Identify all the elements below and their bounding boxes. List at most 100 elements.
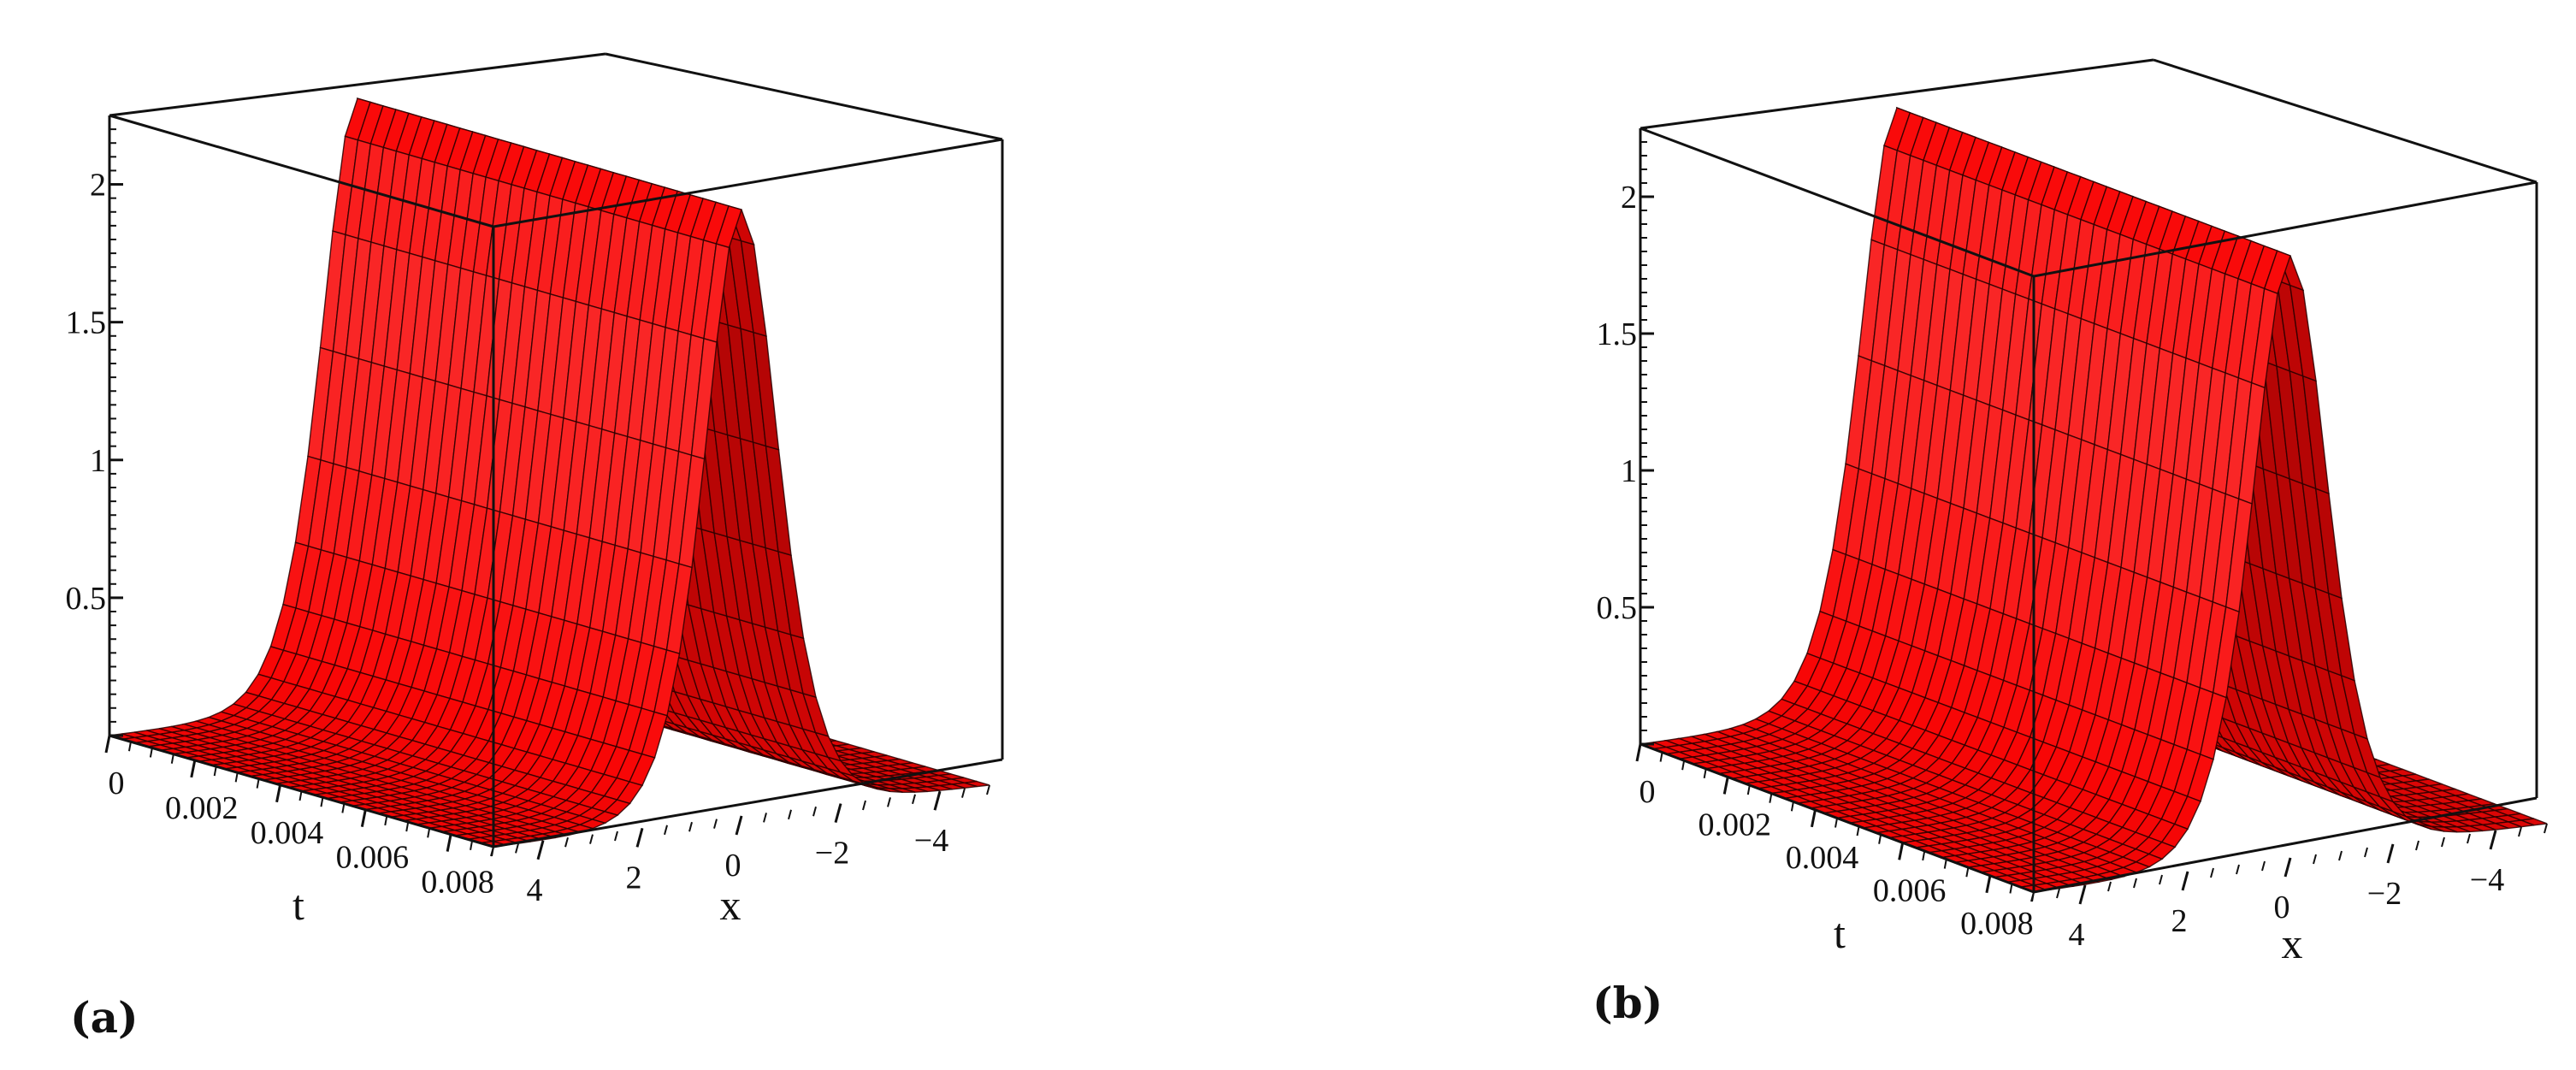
surface-plot-a: 4 2 0 −2 −4 0 0.002 0.004 0.006 0.008 0.5 1 1.5 2 x… xyxy=(66,52,1004,1043)
x-minor-tick xyxy=(2236,864,2240,875)
x-minor-tick xyxy=(664,825,668,836)
panel-label-b: (b) xyxy=(1592,978,1663,1028)
t-minor-tick xyxy=(277,784,281,795)
t-axis-label-b: t xyxy=(1834,909,1846,957)
x-minor-tick xyxy=(589,834,594,844)
box-edge xyxy=(2033,796,2538,894)
t-tick-label: 0.006 xyxy=(336,840,410,876)
t-minor-tick xyxy=(363,809,367,819)
x-minor-tick xyxy=(2159,874,2163,885)
x-minor-tick xyxy=(639,828,643,838)
box-edge xyxy=(493,138,1003,228)
x-minor-tick xyxy=(837,803,842,813)
t-minor-tick xyxy=(1856,825,1860,836)
t-minor-tick xyxy=(1943,859,1947,869)
x-minor-tick xyxy=(812,806,817,817)
t-minor-tick xyxy=(1987,875,1991,885)
x-tick-label: −4 xyxy=(2470,862,2504,898)
t-tick-label: 0.008 xyxy=(1960,906,2034,942)
t-minor-tick xyxy=(1835,818,1838,828)
t-tick-label: 0 xyxy=(109,766,125,801)
t-minor-tick xyxy=(470,840,474,850)
t-tick-label: 0.006 xyxy=(1873,872,1947,908)
x-minor-tick xyxy=(2492,830,2496,841)
x-minor-tick xyxy=(2082,884,2086,896)
x-minor-tick xyxy=(912,794,916,805)
x-minor-tick xyxy=(688,821,693,832)
t-minor-tick xyxy=(127,742,132,752)
box-edge xyxy=(109,114,494,228)
t-minor-tick xyxy=(2009,884,2013,894)
x-minor-tick xyxy=(2287,857,2291,868)
x-tick-label: −2 xyxy=(815,836,849,872)
z-tick-label: 2 xyxy=(90,168,106,204)
x-tick-label: 4 xyxy=(527,872,543,908)
t-minor-tick xyxy=(1900,842,1904,853)
x-tick-label: 0 xyxy=(2274,890,2290,925)
box-edge xyxy=(2153,58,2538,184)
t-minor-tick xyxy=(1638,743,1641,754)
x-tick-label: −4 xyxy=(914,823,948,859)
x-minor-tick xyxy=(614,831,618,842)
t-tick-label: 0.002 xyxy=(1698,807,1771,842)
x-minor-tick xyxy=(540,840,544,851)
t-minor-tick xyxy=(170,754,174,764)
surface-a xyxy=(109,98,990,848)
t-minor-tick xyxy=(1725,777,1729,787)
x-minor-tick xyxy=(2338,850,2343,861)
box-edge xyxy=(109,52,606,117)
t-minor-tick xyxy=(256,778,260,789)
t-minor-tick xyxy=(298,790,303,801)
x-minor-tick xyxy=(2107,881,2112,892)
t-minor-tick xyxy=(384,815,388,826)
x-minor-tick xyxy=(2313,854,2317,865)
x-minor-tick xyxy=(2518,826,2522,837)
surface-b xyxy=(1640,106,2548,893)
t-minor-tick xyxy=(234,772,239,783)
t-minor-tick xyxy=(107,735,110,746)
x-minor-tick xyxy=(763,813,767,823)
t-minor-tick xyxy=(1769,793,1773,803)
t-minor-tick xyxy=(341,803,346,813)
x-tick-label: 2 xyxy=(2171,903,2188,939)
t-minor-tick xyxy=(1812,809,1817,820)
x-minor-tick xyxy=(738,815,742,826)
z-axis-ticks-a: 0.5 1 1.5 2 xyxy=(66,115,123,737)
t-minor-tick xyxy=(448,834,452,844)
t-minor-tick xyxy=(1922,850,1926,861)
z-tick-label: 1.5 xyxy=(66,305,107,341)
x-minor-tick xyxy=(2364,847,2368,858)
t-minor-tick xyxy=(1746,784,1751,795)
box-edge xyxy=(1640,127,2035,278)
t-axis-ticks-b: 0 0.002 0.004 0.006 0.008 xyxy=(1635,743,2035,942)
x-axis-ticks-b: 4 2 0 −2 −4 xyxy=(2030,823,2548,953)
x-minor-tick xyxy=(788,809,792,820)
t-minor-tick xyxy=(2031,891,2035,902)
t-tick-label: 0.002 xyxy=(165,790,239,826)
t-minor-tick xyxy=(1681,760,1686,771)
x-tick-label: 0 xyxy=(725,848,741,884)
z-axis-ticks-b: 0.5 1 1.5 2 xyxy=(1597,127,1654,746)
t-minor-tick xyxy=(1790,801,1794,812)
z-tick-label: 0.5 xyxy=(1597,590,1638,626)
t-minor-tick xyxy=(491,846,494,857)
x-minor-tick xyxy=(2441,836,2445,848)
t-minor-tick xyxy=(213,766,217,777)
t-minor-tick xyxy=(1659,752,1663,762)
t-tick-label: 0.004 xyxy=(1786,840,1859,876)
t-axis-label-a: t xyxy=(292,881,304,929)
x-minor-tick xyxy=(887,797,891,807)
x-minor-tick xyxy=(713,819,718,829)
box-edge xyxy=(493,758,1003,848)
z-tick-label: 1.5 xyxy=(1597,316,1638,352)
x-minor-tick xyxy=(2056,888,2060,899)
t-minor-tick xyxy=(405,821,410,832)
t-minor-tick xyxy=(1703,768,1707,779)
t-minor-tick xyxy=(192,760,196,771)
t-axis-ticks-a: 0 0.002 0.004 0.006 0.008 xyxy=(104,735,494,901)
surface-plot-b: 4 2 0 −2 −4 0 0.002 0.004 0.006 0.008 0.5 1 1.5 2 x… xyxy=(1592,58,2548,1028)
x-minor-tick xyxy=(2415,840,2419,851)
x-tick-label: −2 xyxy=(2367,876,2402,912)
x-axis-label-b: x xyxy=(2282,919,2303,967)
